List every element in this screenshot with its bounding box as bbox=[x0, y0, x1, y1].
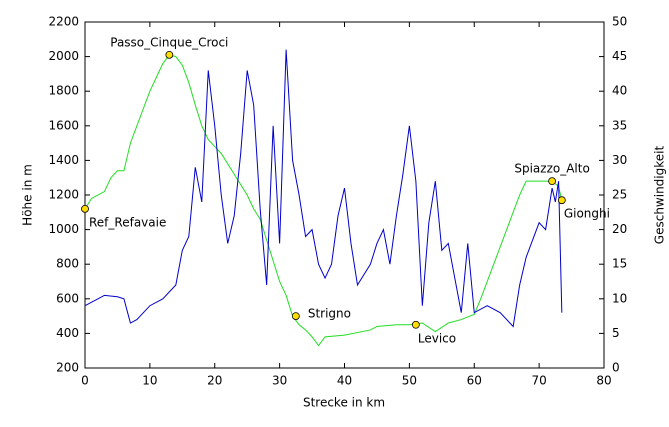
y2-tick-label: 50 bbox=[612, 15, 627, 29]
x-tick-label: 50 bbox=[402, 374, 417, 388]
y-axis-label: Höhe in m bbox=[21, 164, 35, 226]
waypoint-label: Strigno bbox=[308, 307, 351, 321]
y-tick-label: 400 bbox=[56, 326, 79, 340]
y-tick-label: 1600 bbox=[48, 118, 79, 132]
y-tick-label: 1400 bbox=[48, 153, 79, 167]
y-tick-label: 200 bbox=[56, 361, 79, 375]
y2-tick-label: 15 bbox=[612, 257, 627, 271]
line-series bbox=[84, 54, 563, 347]
waypoint bbox=[291, 312, 300, 321]
waypoint bbox=[548, 177, 556, 186]
y2-tick-label: 20 bbox=[612, 222, 627, 236]
x-tick-label: 70 bbox=[531, 374, 546, 388]
waypoint bbox=[557, 196, 566, 205]
x-tick-label: 80 bbox=[596, 374, 611, 388]
y2-tick-label: 45 bbox=[612, 49, 627, 63]
y2-axis-label: Geschwindigkeit bbox=[653, 146, 667, 245]
x-tick-label: 30 bbox=[272, 374, 287, 388]
y-tick-label: 600 bbox=[56, 291, 79, 305]
y-tick-label: 800 bbox=[56, 257, 79, 271]
x-axis-label: Strecke in km bbox=[303, 396, 385, 410]
waypoint-label: Ref_Refavaie bbox=[89, 215, 166, 229]
y2-tick-label: 5 bbox=[612, 326, 620, 340]
x-tick-label: 20 bbox=[207, 374, 222, 388]
x-tick-label: 40 bbox=[337, 374, 352, 388]
y2-tick-label: 40 bbox=[612, 84, 627, 98]
y-tick-label: 1200 bbox=[48, 188, 79, 202]
x-tick-label: 10 bbox=[142, 374, 157, 388]
waypoint bbox=[81, 204, 89, 213]
y2-tick-label: 10 bbox=[612, 291, 627, 305]
y2-tick-label: 35 bbox=[612, 118, 627, 132]
x-tick-label: 60 bbox=[467, 374, 482, 388]
waypoint bbox=[165, 50, 174, 59]
y-tick-label: 1000 bbox=[48, 222, 79, 236]
waypoint-label: Levico bbox=[418, 331, 456, 345]
y-tick-label: 2000 bbox=[48, 49, 79, 63]
y2-tick-label: 30 bbox=[612, 153, 627, 167]
waypoint-label: Passo_Cinque_Croci bbox=[110, 35, 228, 49]
line-series bbox=[84, 49, 563, 328]
y2-tick-label: 25 bbox=[612, 188, 627, 202]
waypoint bbox=[411, 320, 420, 329]
y2-tick-label: 0 bbox=[612, 361, 620, 375]
x-tick-label: 0 bbox=[81, 374, 89, 388]
waypoint-label: Spiazzo_Alto bbox=[514, 162, 589, 176]
waypoint-label: Gionghi bbox=[564, 207, 610, 221]
y-tick-label: 2200 bbox=[48, 15, 79, 29]
y-tick-label: 1800 bbox=[48, 84, 79, 98]
